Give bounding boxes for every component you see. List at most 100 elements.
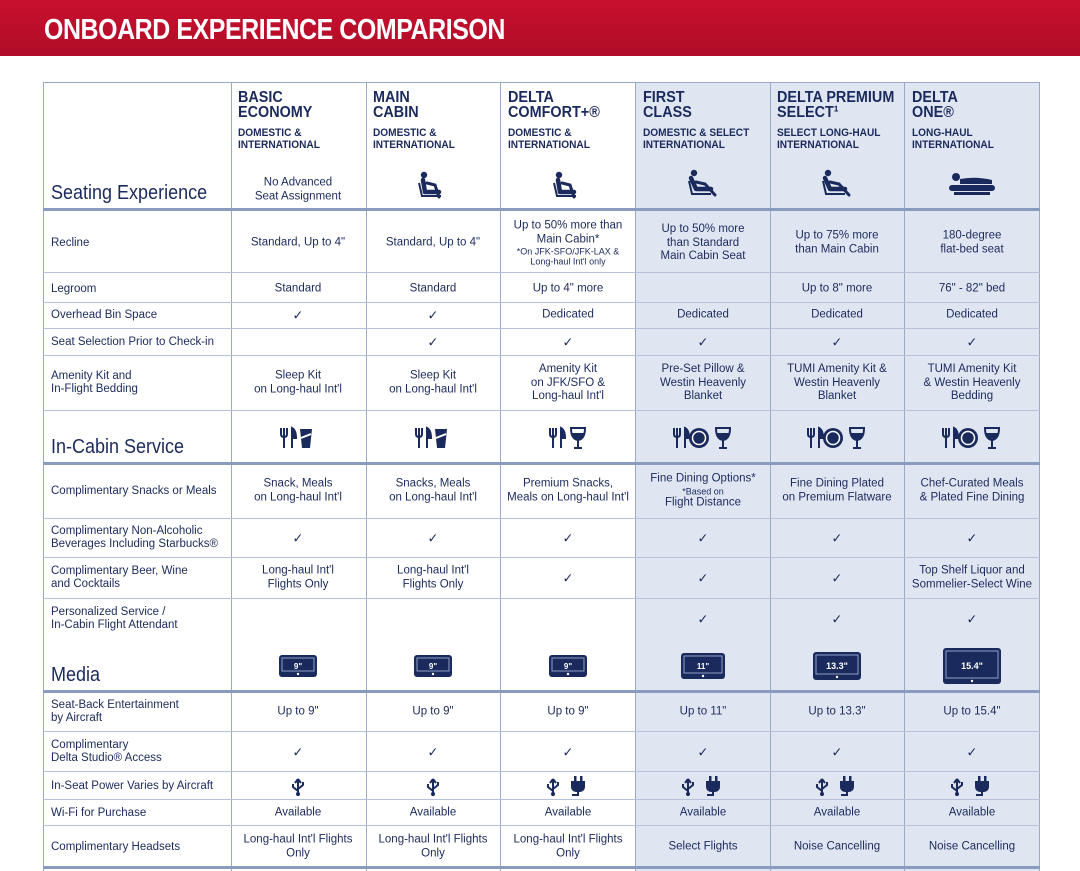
cell-line: Up to 9"	[277, 705, 319, 718]
column-header: DELTA COMFORT+® DOMESTIC & INTERNATIONAL	[508, 89, 636, 152]
table-cell: Amenity Kit on JFK/SFO & Long-haul Int'l	[504, 363, 632, 404]
section-divider	[43, 690, 1040, 693]
table-cell: Long-haul Int'l Flights Only	[504, 834, 632, 861]
cell-line: 76" - 82" bed	[938, 282, 1006, 295]
row-label-line: Complimentary Headsets	[51, 840, 181, 853]
row-label-line: Personalized Service /	[51, 606, 166, 618]
cell-line: Dedicated	[677, 308, 729, 321]
row-label: Complimentary Beer, Wine and Cocktails	[51, 565, 188, 591]
seat-icon	[688, 169, 717, 197]
table-cell: Premium Snacks, Meals on Long-haul Int'l	[504, 478, 632, 505]
column-title: ECONOMY	[238, 104, 313, 121]
table-cell: Snack, Meals on Long-haul Int'l	[234, 478, 362, 505]
table-cell: ✓	[234, 531, 362, 545]
screen-size-icon: 9"	[414, 655, 452, 677]
column-title: CLASS	[643, 104, 692, 121]
cell-line: on Premium Flatware	[782, 491, 892, 503]
row-label-line: Overhead Bin Space	[51, 308, 158, 321]
cell-line: Up to 13.3"	[808, 705, 866, 718]
column-header: MAIN CABIN DOMESTIC & INTERNATIONAL	[373, 90, 501, 152]
table-cell: Dedicated	[504, 308, 632, 322]
row-label-line: Complimentary Beer, Wine	[51, 565, 188, 577]
usb-and-power-plug-icon	[951, 776, 989, 796]
column-header: DELTA ONE® LONG-HAUL INTERNATIONAL	[912, 90, 1040, 152]
table-cell: Standard, Up to 4"	[369, 236, 497, 250]
check-mark-icon: ✓	[966, 530, 978, 546]
column-scope-line: DOMESTIC &	[238, 127, 302, 139]
svg-text:13.3": 13.3"	[826, 661, 848, 671]
usb-icon	[427, 778, 439, 796]
table-cell: Noise Cancelling	[908, 840, 1036, 854]
table-cell: ✓	[639, 531, 767, 545]
column-scope-line: SELECT LONG-HAUL	[777, 127, 881, 139]
cell-line: Bedding	[950, 389, 994, 402]
table-cell: 76" - 82" bed	[908, 282, 1036, 296]
cell-line: Standard	[409, 282, 457, 295]
table-cell: ✓	[369, 308, 497, 322]
table-cell: Up to 9"	[369, 705, 497, 719]
cell-line: Amenity Kit	[538, 362, 598, 375]
column-scope: DOMESTIC & INTERNATIONAL	[238, 127, 356, 151]
table-cell: Long-haul Int'l Flights Only	[369, 834, 497, 861]
table-cell: Snacks, Meals on Long-haul Int'l	[369, 478, 497, 505]
table-cell: Available	[639, 806, 767, 820]
cell-line: on Long-haul Int'l	[389, 491, 477, 503]
row-label-line: by Aircraft	[51, 712, 103, 724]
column-header: FIRST CLASS DOMESTIC & SELECT INTERNATIONAL	[643, 90, 771, 152]
cell-line: Dedicated	[811, 308, 863, 321]
cell-line: Long-haul Int'l Flights	[513, 833, 623, 846]
check-mark-icon: ✓	[562, 570, 574, 586]
row-label: Wi-Fi for Purchase	[51, 807, 146, 820]
svg-text:9": 9"	[564, 662, 572, 671]
cell-line: Westin Heavenly	[793, 376, 881, 389]
note-line: No Advanced	[263, 176, 333, 189]
row-label-line: Complimentary Non-Alcoholic	[51, 525, 203, 537]
row-label-line: and Cocktails	[51, 578, 121, 590]
cell-line: & Plated Fine Dining	[919, 491, 1025, 503]
row-divider	[43, 518, 1040, 519]
note-line: Seat Assignment	[254, 190, 342, 202]
check-mark-icon: ✓	[831, 570, 843, 586]
screen-size-icon: 15.4"	[943, 648, 1001, 684]
fine-dining-and-wine-icon	[673, 426, 732, 449]
column-divider	[635, 82, 636, 871]
cell-line: Available	[948, 806, 996, 819]
table-cell: Fine Dining Plated on Premium Flatware	[773, 478, 901, 505]
column-divider	[231, 82, 232, 871]
row-label-line: In-Seat Power Varies by Aircraft	[51, 779, 214, 792]
cell-line: Available	[679, 806, 727, 819]
row-label: Complimentary Snacks or Meals	[51, 485, 217, 498]
usb-and-power-plug-icon	[547, 776, 585, 796]
cell-line: Long-haul Int'l	[397, 564, 469, 577]
table-cell: ✓	[369, 335, 497, 349]
table-cell: ✓	[369, 531, 497, 545]
cell-line: Flights Only	[402, 578, 464, 590]
usb-icon	[292, 778, 304, 796]
table-cell: ✓	[639, 612, 767, 626]
row-label: Seat-Back Entertainment by Aircraft	[51, 699, 179, 725]
table-cell: ✓	[639, 571, 767, 585]
cell-line: Up to 9"	[412, 705, 454, 718]
cell-line: Up to 11"	[679, 705, 727, 718]
section-divider	[43, 866, 1040, 869]
screen-size-icon: 9"	[549, 655, 587, 677]
row-label-line: In-Cabin Flight Attendant	[51, 619, 178, 631]
table-cell: Up to 9"	[504, 705, 632, 719]
check-mark-icon: ✓	[427, 744, 439, 760]
table-cell: Select Flights	[639, 840, 767, 854]
table-cell: ✓	[639, 335, 767, 349]
table-cell: ✓	[504, 531, 632, 545]
table-cell: ✓	[234, 308, 362, 322]
column-divider	[904, 82, 905, 871]
table-cell: Long-haul Int'l Flights Only	[234, 565, 362, 592]
screen-size-icon: 13.3"	[813, 652, 861, 680]
cell-line: on Long-haul Int'l	[389, 383, 477, 395]
table-cell: Sleep Kit on Long-haul Int'l	[369, 370, 497, 397]
column-title: DELTA	[508, 89, 554, 106]
column-scope-line: INTERNATIONAL	[643, 139, 725, 151]
column-scope-line: DOMESTIC &	[373, 127, 437, 139]
table-cell: ✓	[504, 745, 632, 759]
table-cell: Up to 15.4"	[908, 705, 1036, 719]
section-divider	[43, 462, 1040, 465]
table-cell: Available	[234, 806, 362, 820]
